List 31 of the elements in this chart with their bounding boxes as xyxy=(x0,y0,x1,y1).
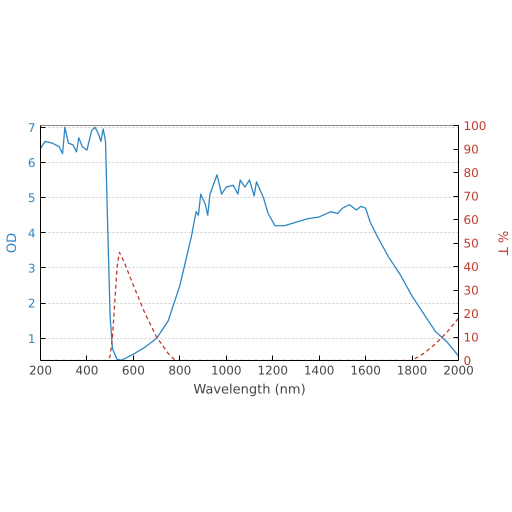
y2-tick-label: 40 xyxy=(464,260,479,274)
x-tick-label: 400 xyxy=(75,364,98,378)
x-axis-title: Wavelength (nm) xyxy=(193,382,306,398)
y2-tick-label: 30 xyxy=(464,284,479,298)
x-tick-label: 600 xyxy=(122,364,145,378)
y2-tick-label: 60 xyxy=(464,213,479,227)
y-tick-label: 6 xyxy=(28,156,36,170)
y2-tick-label: 70 xyxy=(464,190,479,204)
line-series xyxy=(40,126,458,360)
y2-tick-label: 80 xyxy=(464,166,479,180)
y2-tick-label: 100 xyxy=(464,119,486,133)
x-tick-label: 1600 xyxy=(350,364,381,378)
y-tick-label: 3 xyxy=(28,261,36,276)
x-tick-label: 2000 xyxy=(443,364,474,378)
y-tick-label: 1 xyxy=(28,332,36,346)
y2-axis-title: % T xyxy=(494,230,510,256)
y-axis-title: OD xyxy=(4,232,20,254)
x-tick-label: 200 xyxy=(29,364,52,378)
y-tick-label: 7 xyxy=(28,120,36,135)
x-tick-label: 1800 xyxy=(396,364,428,378)
y2-tick-label: 20 xyxy=(464,307,479,321)
x-tick-label: 1400 xyxy=(304,364,334,378)
x-tick-label: 1200 xyxy=(257,364,288,378)
x-tick-label: 800 xyxy=(168,364,192,378)
y2-tick-label: 90 xyxy=(464,142,479,156)
x-tick-label: 1000 xyxy=(211,364,242,378)
y-tick-label: 5 xyxy=(28,191,36,206)
y-tick-label: 4 xyxy=(28,226,36,240)
y2-tick-label: 10 xyxy=(464,330,479,344)
y2-tick-label: 50 xyxy=(464,236,479,250)
y-tick-label: 2 xyxy=(28,296,36,311)
